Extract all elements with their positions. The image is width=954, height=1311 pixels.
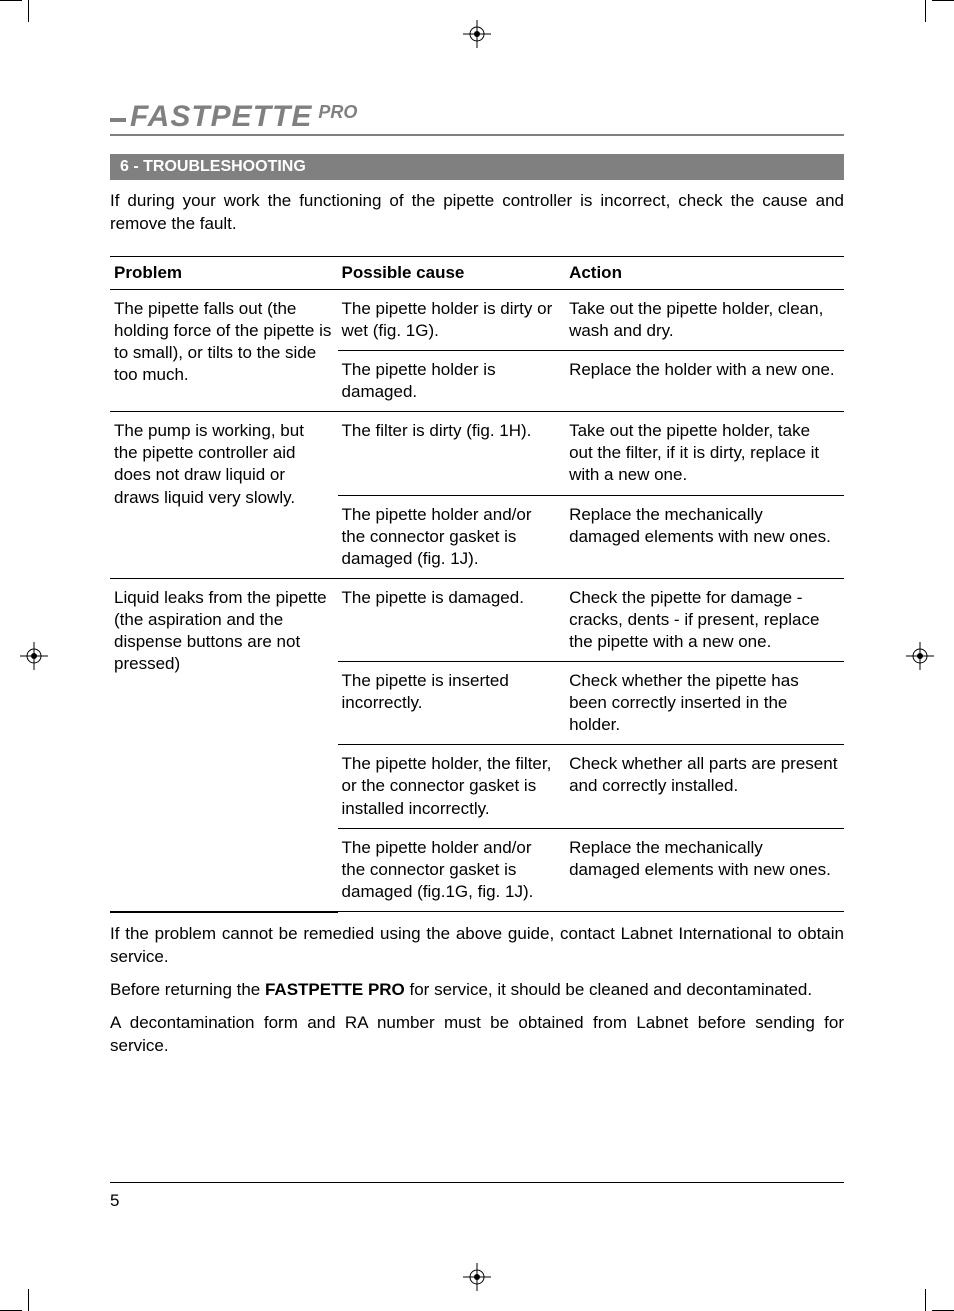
page-content: FASTPETTE PRO 6 - TROUBLESHOOTING If dur… [110,100,844,1211]
brand-inline: FASTPETTE PRO [265,980,405,999]
crop-mark [28,0,29,22]
registration-mark-icon [463,20,491,48]
section-title: 6 - TROUBLESHOOTING [110,154,844,180]
cell-action: Check whether the pipette has been corre… [565,662,844,745]
crop-mark [0,0,22,1]
cell-action: Replace the holder with a new one. [565,351,844,412]
table-row: The pump is working, but the pipette con… [110,412,844,495]
header-action: Action [565,256,844,289]
intro-text: If during your work the functioning of t… [110,190,844,236]
cell-cause: The pipette holder and/or the connector … [338,495,566,578]
cell-cause: The pipette is inserted incorrectly. [338,662,566,745]
cell-cause: The filter is dirty (fig. 1H). [338,412,566,495]
cell-cause: The pipette holder and/or the connector … [338,828,566,911]
after-paragraph: Before returning the FASTPETTE PRO for s… [110,979,844,1002]
header-cause: Possible cause [338,256,566,289]
header-problem: Problem [110,256,338,289]
brand-name: FASTPETTE [130,100,312,134]
cell-action: Replace the mechanically damaged element… [565,495,844,578]
cell-action: Check whether all parts are present and … [565,745,844,828]
after-paragraph: A decontamination form and RA number mus… [110,1012,844,1058]
cell-problem: The pipette falls out (the holding force… [110,289,338,411]
brand-header: FASTPETTE PRO [110,100,844,136]
brand-dash-icon [110,118,126,122]
cell-problem: Liquid leaks from the pipette (the aspir… [110,578,338,911]
cell-action: Replace the mechanically damaged element… [565,828,844,911]
table-header-row: Problem Possible cause Action [110,256,844,289]
crop-mark [925,0,926,22]
cell-cause: The pipette is damaged. [338,578,566,661]
brand-suffix: PRO [318,102,357,123]
cell-action: Take out the pipette holder, clean, wash… [565,289,844,350]
registration-mark-icon [906,642,934,670]
crop-mark [28,1289,29,1311]
cell-action: Check the pipette for damage - cracks, d… [565,578,844,661]
page-number: 5 [110,1182,844,1211]
cell-action: Take out the pipette holder, take out th… [565,412,844,495]
troubleshooting-table: Problem Possible cause Action The pipett… [110,256,844,913]
table-bottom-border [110,911,844,912]
crop-mark [932,0,954,1]
text-fragment: for service, it should be cleaned and de… [405,980,812,999]
cell-cause: The pipette holder is dirty or wet (fig.… [338,289,566,350]
cell-cause: The pipette holder is damaged. [338,351,566,412]
cell-problem: The pump is working, but the pipette con… [110,412,338,579]
after-text: If the problem cannot be remedied using … [110,923,844,1058]
table-row: Liquid leaks from the pipette (the aspir… [110,578,844,661]
registration-mark-icon [463,1263,491,1291]
after-paragraph: If the problem cannot be remedied using … [110,923,844,969]
text-fragment: Before returning the [110,980,265,999]
registration-mark-icon [20,642,48,670]
table-row: The pipette falls out (the holding force… [110,289,844,350]
cell-cause: The pipette holder, the filter, or the c… [338,745,566,828]
crop-mark [925,1289,926,1311]
